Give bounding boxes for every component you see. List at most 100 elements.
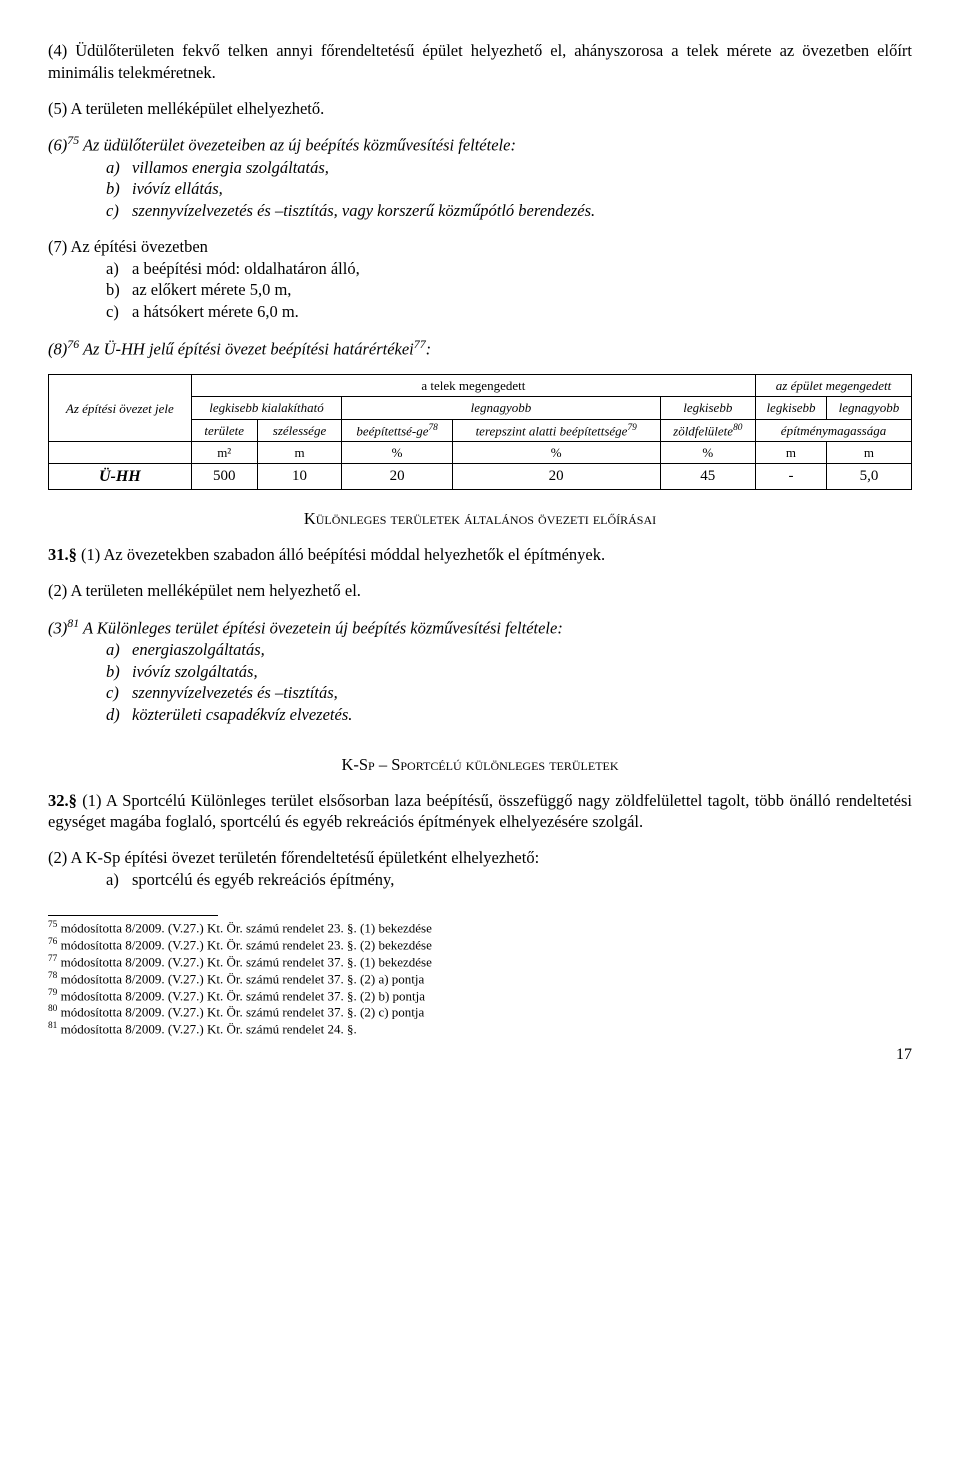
group-epulet: az épület megengedett [756, 375, 912, 397]
list-32a: a)sportcélú és egyéb rekreációs építmény… [106, 869, 912, 891]
list-6: a)villamos energia szolgáltatás, b)ivóví… [48, 157, 912, 222]
list-7b: b)az előkert mérete 5,0 m, [106, 279, 912, 301]
u-m2: m² [191, 441, 257, 463]
data-row-uhh: Ü-HH 500 10 20 20 45 - 5,0 [49, 464, 912, 490]
v3: 20 [342, 464, 452, 490]
para-7-lead: (7) Az építési övezetben [48, 236, 912, 258]
list-32: a)sportcélú és egyéb rekreációs építmény… [48, 869, 912, 891]
list-31a: a)energiaszolgáltatás, [106, 639, 912, 661]
sub-legkisebb-kial: legkisebb kialakítható [191, 397, 342, 419]
para-8-num: (8) [48, 339, 67, 358]
v1: 500 [191, 464, 257, 490]
marker: d) [106, 704, 132, 726]
footnote-76: 76 módosította 8/2009. (V.27.) Kt. Ör. s… [48, 937, 912, 954]
text: a hátsókert mérete 6,0 m. [132, 302, 299, 321]
para-6-text: Az üdülőterület övezeteiben az új beépít… [79, 136, 516, 155]
footnote-79: 79 módosította 8/2009. (V.27.) Kt. Ör. s… [48, 988, 912, 1005]
list-7a: a)a beépítési mód: oldalhatáron álló, [106, 258, 912, 280]
section-title-ksp: K-Sp – Sportcélú különleges területek [48, 754, 912, 776]
text: sportcélú és egyéb rekreációs építmény, [132, 870, 394, 889]
footnote-77: 77 módosította 8/2009. (V.27.) Kt. Ör. s… [48, 954, 912, 971]
marker: c) [106, 301, 132, 323]
text: szennyvízelvezetés és –tisztítás, [132, 683, 338, 702]
para-32-1: 32.§ (1) A Sportcélú Különleges terület … [48, 790, 912, 834]
code: Ü-HH [49, 464, 192, 490]
fnref-77: 77 [414, 337, 426, 351]
num: (3) [48, 618, 67, 637]
para-4: (4) Üdülőterületen fekvő telken annyi fő… [48, 40, 912, 84]
marker: a) [106, 639, 132, 661]
h-szelesseg: szélessége [257, 419, 342, 441]
list-31d: d)közterületi csapadékvíz elvezetés. [106, 704, 912, 726]
list-6c: c)szennyvízelvezetés és –tisztítás, vagy… [106, 200, 912, 222]
marker: b) [106, 661, 132, 683]
v6: - [756, 464, 827, 490]
footnote-78: 78 módosította 8/2009. (V.27.) Kt. Ör. s… [48, 971, 912, 988]
v2: 10 [257, 464, 342, 490]
u-m1: m [257, 441, 342, 463]
v4: 20 [452, 464, 660, 490]
text: az előkert mérete 5,0 m, [132, 280, 291, 299]
row-header-label: Az építési övezet jele [49, 375, 192, 442]
marker: b) [106, 178, 132, 200]
text: villamos energia szolgáltatás, [132, 158, 329, 177]
list-6a: a)villamos energia szolgáltatás, [106, 157, 912, 179]
text: közterületi csapadékvíz elvezetés. [132, 705, 352, 724]
h-beepitettseg: beépítettsé-ge78 [342, 419, 452, 441]
u-m2a: m [756, 441, 827, 463]
h-terepszint: terepszint alatti beépítettsége79 [452, 419, 660, 441]
list-6b: b)ivóvíz ellátás, [106, 178, 912, 200]
u-pct3: % [660, 441, 756, 463]
limits-table: Az építési övezet jele a telek megengede… [48, 374, 912, 490]
footnote-75: 75 módosította 8/2009. (V.27.) Kt. Ör. s… [48, 920, 912, 937]
sub-legkisebb: legkisebb [660, 397, 756, 419]
para-6-num: (6) [48, 136, 67, 155]
colon: : [426, 339, 432, 358]
u-pct1: % [342, 441, 452, 463]
marker: a) [106, 157, 132, 179]
v5: 45 [660, 464, 756, 490]
h-epitmeny: építménymagassága [756, 419, 912, 441]
fnref-81: 81 [67, 616, 79, 630]
group-telek: a telek megengedett [191, 375, 755, 397]
page-number: 17 [48, 1044, 912, 1065]
text: ivóvíz szolgáltatás, [132, 662, 258, 681]
text: A Különleges terület építési övezetein ú… [79, 618, 563, 637]
para-31-3-lead: (3)81 A Különleges terület építési öveze… [48, 616, 912, 639]
u-pct2: % [452, 441, 660, 463]
sub-legnagyobb2: legnagyobb [826, 397, 911, 419]
para-8: (8)76 Az Ü-HH jelű építési övezet beépít… [48, 337, 912, 360]
footnote-81: 81 módosította 8/2009. (V.27.) Kt. Ör. s… [48, 1021, 912, 1038]
text: energiaszolgáltatás, [132, 640, 265, 659]
footnote-80: 80 módosította 8/2009. (V.27.) Kt. Ör. s… [48, 1004, 912, 1021]
v7: 5,0 [826, 464, 911, 490]
para-6-lead: (6)75 Az üdülőterület övezeteiben az új … [48, 133, 912, 156]
h-terulet: területe [191, 419, 257, 441]
u-m2b: m [826, 441, 911, 463]
list-31c: c)szennyvízelvezetés és –tisztítás, [106, 682, 912, 704]
fnref-75: 75 [67, 133, 79, 147]
para-32-2: (2) A K-Sp építési övezet területén főre… [48, 847, 912, 869]
sub-legnagyobb: legnagyobb [342, 397, 660, 419]
text: szennyvízelvezetés és –tisztítás, vagy k… [132, 201, 595, 220]
section-title-kulonleges: Különleges területek általános övezeti e… [48, 508, 912, 530]
marker: c) [106, 682, 132, 704]
marker: c) [106, 200, 132, 222]
list-7: a)a beépítési mód: oldalhatáron álló, b)… [48, 258, 912, 323]
sub-legkisebb2: legkisebb [756, 397, 827, 419]
list-7c: c)a hátsókert mérete 6,0 m. [106, 301, 912, 323]
text: a beépítési mód: oldalhatáron álló, [132, 259, 360, 278]
text: ivóvíz ellátás, [132, 179, 223, 198]
para-5: (5) A területen melléképület elhelyezhet… [48, 98, 912, 120]
h-zoldfelulet: zöldfelülete80 [660, 419, 756, 441]
para-31-2: (2) A területen melléképület nem helyezh… [48, 580, 912, 602]
para-31-1: 31.§ (1) Az övezetekben szabadon álló be… [48, 544, 912, 566]
fnref-76: 76 [67, 337, 79, 351]
list-31b: b)ivóvíz szolgáltatás, [106, 661, 912, 683]
list-31-3: a)energiaszolgáltatás, b)ivóvíz szolgált… [48, 639, 912, 726]
units-row: m² m % % % m m [49, 441, 912, 463]
marker: a) [106, 869, 132, 891]
para-8-text: Az Ü-HH jelű építési övezet beépítési ha… [79, 339, 414, 358]
marker: a) [106, 258, 132, 280]
marker: b) [106, 279, 132, 301]
